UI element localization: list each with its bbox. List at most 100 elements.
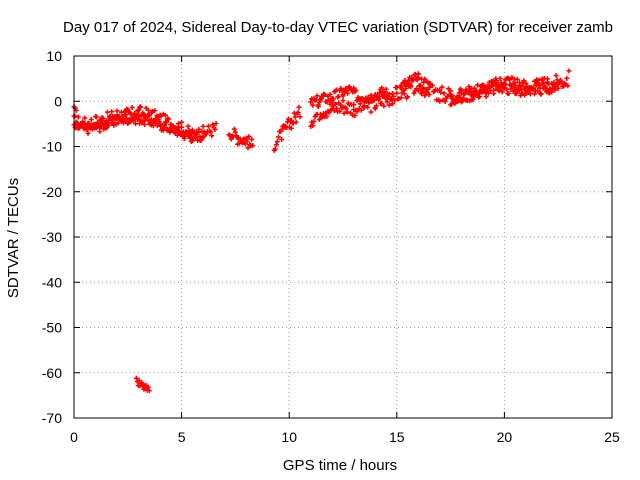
data-point [422, 93, 428, 99]
data-point [337, 108, 343, 114]
data-point [175, 124, 181, 130]
data-point [314, 93, 320, 99]
series-track-2 [71, 110, 206, 144]
data-point [368, 92, 374, 98]
data-point [136, 107, 142, 113]
y-tick-label: -30 [42, 229, 62, 245]
data-point [399, 90, 405, 96]
data-point [558, 79, 564, 85]
data-point [383, 86, 389, 92]
data-point [340, 91, 346, 97]
data-point [389, 91, 395, 97]
y-tick-label: -10 [42, 139, 62, 155]
data-point [310, 123, 316, 129]
data-point [438, 90, 444, 96]
data-point [138, 104, 144, 110]
data-point [504, 86, 510, 92]
x-tick-label: 20 [497, 429, 513, 445]
data-point [480, 82, 486, 88]
data-point [426, 84, 432, 90]
data-point [82, 115, 88, 121]
data-point [246, 134, 252, 140]
data-point [394, 84, 400, 90]
data-point [250, 143, 256, 149]
data-point [272, 146, 278, 152]
data-point [99, 118, 105, 124]
data-point [463, 97, 469, 103]
data-point [106, 123, 112, 129]
data-point [142, 121, 148, 127]
data-point [274, 139, 280, 145]
x-tick-label: 5 [178, 429, 186, 445]
data-point [362, 103, 368, 109]
data-point [483, 90, 489, 96]
data-point [136, 378, 142, 384]
data-point [368, 109, 374, 115]
data-point [210, 122, 216, 128]
data-point [330, 96, 336, 102]
data-point [296, 104, 302, 110]
data-point [200, 134, 206, 140]
data-point [295, 109, 301, 115]
data-point [140, 381, 146, 387]
data-point [231, 126, 237, 132]
data-point [343, 106, 349, 112]
data-point [109, 109, 115, 115]
y-axis-title: SDTVAR / TECUs [5, 178, 22, 298]
data-point [239, 140, 245, 146]
x-axis-title: GPS time / hours [283, 457, 397, 474]
data-point [290, 120, 296, 126]
data-point [133, 375, 139, 381]
data-point [536, 82, 542, 88]
data-point [110, 113, 116, 119]
data-point [416, 83, 422, 89]
data-point [420, 85, 426, 91]
data-point [132, 110, 138, 116]
data-point [279, 137, 285, 143]
data-point [198, 137, 204, 143]
data-point [344, 109, 350, 115]
data-point [471, 85, 477, 91]
data-point [358, 107, 364, 113]
data-point [244, 138, 250, 144]
data-point [162, 119, 168, 125]
data-point [334, 106, 340, 112]
y-tick-label: -40 [42, 274, 62, 290]
data-point [167, 129, 173, 135]
x-tick-label: 15 [389, 429, 405, 445]
data-point [179, 124, 185, 130]
data-point [104, 109, 110, 115]
data-point [414, 77, 420, 83]
data-point [189, 138, 195, 144]
data-point [455, 98, 461, 104]
series-track-8 [448, 78, 561, 108]
data-point [497, 76, 503, 82]
data-point [388, 96, 394, 102]
y-tick-label: -20 [42, 184, 62, 200]
data-point [327, 91, 333, 97]
data-point [442, 98, 448, 104]
data-point [389, 101, 395, 107]
data-point [280, 126, 286, 132]
y-tick-label: -50 [42, 320, 62, 336]
data-point [161, 123, 167, 129]
data-point [403, 85, 409, 91]
data-point [72, 124, 78, 130]
data-point [285, 116, 291, 122]
data-point [466, 89, 472, 95]
data-point [206, 123, 211, 129]
y-tick-label: 0 [54, 93, 62, 109]
data-point [398, 95, 404, 101]
data-point [379, 101, 385, 107]
data-point [437, 98, 443, 104]
data-point [566, 68, 572, 74]
data-point [190, 135, 196, 141]
data-point [156, 119, 162, 125]
series-track-6 [308, 84, 395, 108]
data-point [200, 123, 206, 129]
data-point [123, 112, 129, 118]
data-point [128, 111, 134, 117]
data-point [391, 93, 397, 99]
data-point [536, 77, 542, 83]
